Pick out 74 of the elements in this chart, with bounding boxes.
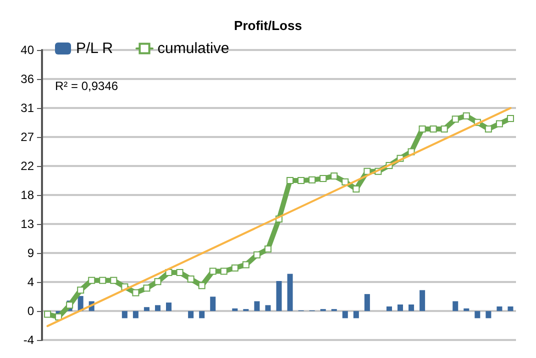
bar: [188, 311, 194, 318]
point: [176, 269, 184, 276]
y-tick-label: 0: [27, 304, 34, 318]
y-tick-label: 36: [20, 72, 34, 86]
point: [506, 115, 514, 122]
bar: [474, 311, 480, 318]
bar: [265, 305, 271, 312]
bar: [364, 294, 370, 312]
point: [220, 268, 228, 275]
bar: [386, 306, 392, 312]
point: [430, 125, 437, 132]
bar: [398, 304, 404, 312]
point: [298, 177, 305, 184]
point: [253, 251, 260, 258]
point: [330, 172, 338, 180]
bar: [464, 308, 470, 312]
point: [143, 284, 150, 292]
point: [99, 276, 106, 284]
point: [342, 178, 349, 186]
y-tick-label: 13: [20, 217, 34, 232]
point: [154, 278, 162, 286]
point: [187, 276, 194, 283]
point: [110, 276, 118, 284]
point: [440, 125, 448, 132]
bar: [199, 311, 205, 318]
point: [231, 264, 238, 272]
bar: [408, 304, 414, 312]
chart-title: Profit/Loss: [234, 18, 302, 33]
y-tick-label: 22: [20, 159, 34, 174]
bar: [353, 311, 359, 318]
bar: [254, 301, 260, 312]
point: [132, 289, 140, 296]
bar: [420, 290, 426, 312]
y-tick-label: 31: [20, 101, 34, 116]
bar: [154, 305, 160, 312]
point: [484, 125, 492, 132]
y-tick-label: 40: [20, 43, 34, 57]
bar: [122, 311, 128, 318]
bar: [232, 308, 238, 312]
point: [452, 116, 459, 123]
point: [320, 175, 327, 182]
y-tick-label: 9: [27, 246, 34, 260]
point: [462, 112, 470, 120]
point: [264, 246, 272, 253]
legend-label: cumulative: [158, 40, 230, 57]
point: [418, 125, 426, 132]
bar: [496, 306, 502, 312]
legend-label: P/L R: [76, 40, 114, 57]
bar: [486, 311, 492, 318]
bar: [210, 296, 216, 312]
y-tick-label: 27: [20, 130, 34, 144]
bar: [508, 306, 514, 312]
bar: [342, 311, 348, 318]
bar: [452, 301, 458, 312]
annotation: R² = 0,9346: [55, 79, 118, 93]
point: [364, 168, 371, 175]
y-tick-label: 4: [27, 275, 34, 290]
point: [44, 310, 52, 318]
y-tick-label: -4: [23, 333, 34, 347]
point: [209, 268, 216, 275]
bar: [287, 274, 293, 312]
y-tick-label: 18: [20, 188, 34, 202]
point: [66, 302, 74, 309]
point: [308, 176, 316, 184]
bar: [132, 311, 138, 318]
point: [286, 177, 294, 184]
point: [496, 120, 503, 128]
bar: [166, 302, 172, 312]
point: [77, 286, 84, 294]
bar: [144, 307, 150, 312]
bar: [276, 281, 282, 312]
point: [198, 282, 206, 290]
point: [88, 276, 96, 284]
point: [242, 261, 250, 268]
